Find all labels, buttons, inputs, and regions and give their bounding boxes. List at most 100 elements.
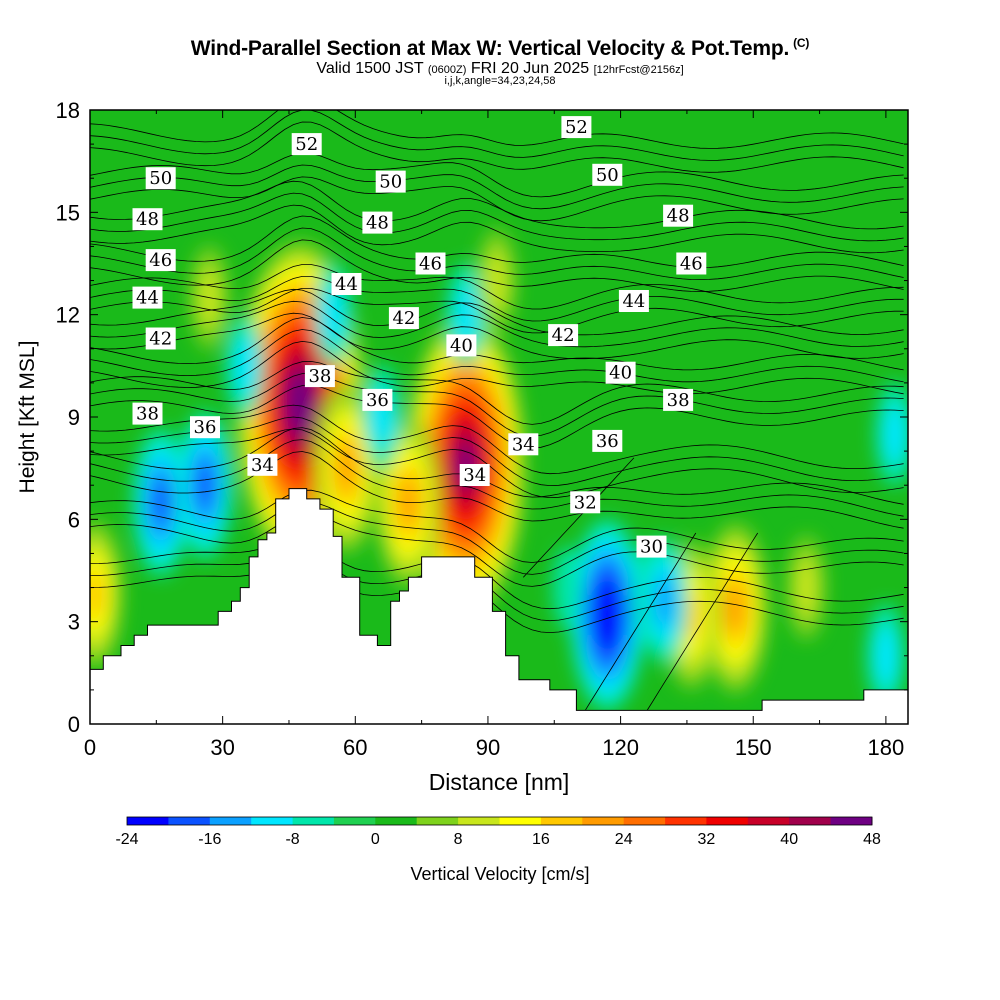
theta-label-box	[145, 327, 176, 350]
velocity-cell-12-1	[874, 624, 898, 687]
velocity-cell-16-1	[233, 334, 257, 398]
theta-label-text: 38	[667, 390, 690, 411]
theta-label-text: 52	[565, 117, 588, 138]
theta-label-4: 50	[592, 163, 623, 186]
colorbar-swatch-14	[706, 817, 749, 825]
colorbar-swatch-16	[789, 817, 832, 825]
theta-contour-40-2	[90, 317, 904, 371]
valid-utc: (0600Z)	[427, 64, 467, 76]
theta-label-text: 50	[596, 165, 619, 186]
theta-label-box	[663, 388, 694, 411]
theta-label-text: 42	[552, 325, 575, 346]
colorbar-swatch-11	[582, 817, 625, 825]
copyright-mark: (C)	[793, 36, 810, 50]
colorbar-swatch-3	[251, 817, 294, 825]
colorbar-tick-label: -16	[198, 831, 221, 848]
theta-label-7: 48	[663, 204, 694, 227]
theta-label-12: 44	[331, 273, 362, 295]
theta-contour-48-2	[90, 180, 904, 230]
velocity-cell-8-3	[195, 460, 215, 510]
velocity-cell-0-11	[292, 383, 308, 423]
y-tick-label: 18	[56, 98, 80, 123]
theta-contour-52-2	[90, 110, 904, 149]
theta-label-text: 44	[136, 288, 159, 309]
theta-label-15: 42	[388, 307, 419, 330]
theta-label-6: 48	[362, 211, 393, 234]
chart-subtitle: Valid 1500 JST (0600Z) FRI 20 Jun 2025 […	[0, 60, 1000, 78]
theta-label-box	[375, 170, 406, 193]
colorbar-tick-label: 24	[615, 831, 633, 848]
theta-contours	[90, 110, 904, 711]
theta-contour-low-2	[523, 457, 635, 578]
colorbar-swatch-5	[333, 817, 376, 825]
theta-label-text: 46	[149, 250, 172, 271]
theta-label-box	[132, 286, 163, 309]
velocity-cell-21-0	[553, 546, 583, 629]
theta-label-9: 46	[415, 252, 446, 275]
theta-label-text: 40	[609, 363, 632, 384]
theta-label-19: 38	[132, 402, 163, 425]
colorbar-tick-label: 8	[454, 831, 463, 848]
x-tick-label: 120	[602, 735, 639, 760]
theta-contour-50-1	[90, 164, 904, 210]
theta-label-box	[592, 429, 623, 452]
theta-label-box	[331, 273, 362, 295]
theta-label-29: 30	[636, 535, 667, 558]
theta-contour-44-0	[90, 288, 904, 334]
x-tick-label: 60	[343, 735, 367, 760]
velocity-cell-20-1	[794, 556, 818, 619]
theta-label-box	[415, 252, 446, 275]
colorbar-swatch-2	[209, 817, 252, 825]
theta-label-16: 42	[548, 324, 579, 347]
theta-label-box	[636, 535, 667, 558]
theta-label-25: 34	[247, 453, 278, 476]
theta-label-text: 42	[392, 308, 415, 329]
theta-contour-52-0	[90, 121, 904, 173]
theta-label-box	[145, 167, 176, 190]
theta-label-22: 36	[190, 416, 220, 439]
velocity-blobs	[90, 228, 908, 711]
theta-label-5: 48	[132, 208, 163, 231]
velocity-cell-4-4	[726, 584, 745, 632]
theta-contour-30-0	[90, 563, 904, 634]
theta-label-2: 50	[145, 167, 176, 190]
theta-label-text: 44	[335, 274, 358, 295]
velocity-cell-3-4	[337, 444, 356, 492]
theta-label-text: 50	[149, 168, 172, 189]
theta-label-8: 46	[145, 249, 176, 272]
theta-label-box	[388, 307, 419, 330]
theta-label-3: 50	[375, 170, 406, 193]
colorbar-swatch-17	[830, 817, 873, 825]
theta-contour-38-1	[90, 372, 904, 437]
theta-contour-36-1	[90, 416, 904, 487]
velocity-cell-11-2	[654, 574, 675, 629]
velocity-cell-6-5	[598, 592, 616, 637]
theta-label-text: 36	[194, 417, 217, 438]
theta-contour-32-1	[90, 501, 904, 575]
velocity-cell-14-1	[321, 283, 345, 346]
colorbar-frame	[126, 816, 873, 826]
theta-contour-36-0	[90, 428, 904, 499]
theta-contour-low-1	[646, 532, 759, 711]
y-tick-label: 15	[56, 200, 80, 225]
theta-contour-36-2	[90, 404, 904, 475]
theta-label-text: 40	[450, 335, 473, 356]
theta-label-13: 44	[618, 290, 649, 312]
colorbar-tick-label: 48	[863, 831, 881, 848]
theta-label-text: 38	[136, 404, 159, 425]
chart-title-text: Wind-Parallel Section at Max W: Vertical…	[190, 37, 790, 60]
theta-contour-44-1	[90, 276, 904, 322]
theta-contour-42-0	[90, 312, 904, 360]
theta-label-box	[663, 204, 694, 227]
colorbar-swatch-4	[292, 817, 335, 825]
theta-label-box	[561, 116, 592, 139]
colorbar-swatch-6	[375, 817, 418, 825]
y-axis-label: Height [Kft MSL]	[16, 341, 39, 494]
theta-contour-30-1	[90, 551, 904, 622]
y-tick-label: 0	[68, 712, 80, 737]
theta-label-box	[190, 416, 220, 439]
theta-label-text: 36	[596, 431, 619, 452]
velocity-cell-17-3	[90, 569, 104, 620]
theta-label-text: 42	[149, 329, 172, 350]
